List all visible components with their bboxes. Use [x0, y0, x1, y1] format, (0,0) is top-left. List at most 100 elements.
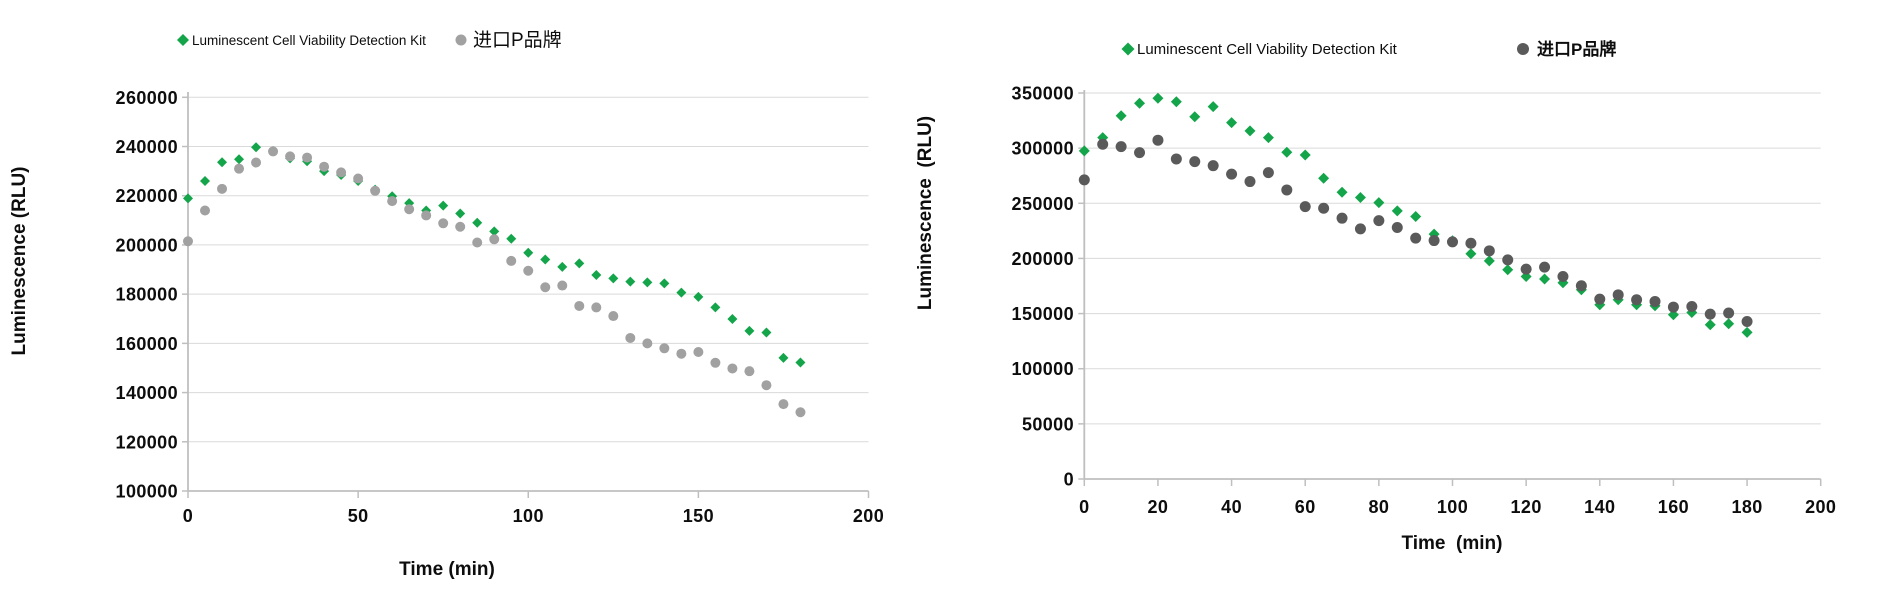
data-point	[557, 280, 568, 291]
data-point	[1318, 202, 1330, 214]
y-tick-label: 50000	[1022, 414, 1074, 434]
data-point	[455, 221, 466, 232]
data-point	[540, 282, 551, 293]
data-point	[761, 327, 772, 338]
data-point	[1741, 326, 1753, 338]
data-point	[1520, 263, 1532, 275]
data-point	[1354, 192, 1366, 204]
data-point	[1244, 176, 1256, 188]
data-point	[608, 311, 619, 322]
data-point	[455, 208, 466, 219]
data-point	[1391, 222, 1403, 234]
data-point	[1539, 273, 1551, 285]
data-point	[523, 247, 534, 258]
data-point	[540, 254, 551, 265]
data-point	[1299, 149, 1311, 161]
data-point	[1723, 318, 1735, 330]
data-point	[659, 343, 670, 354]
data-point	[1336, 212, 1348, 224]
data-point	[1502, 264, 1514, 276]
legend: Luminescent Cell Viability Detection Kit…	[1121, 39, 1616, 59]
data-point	[1078, 174, 1090, 186]
data-point	[1152, 134, 1164, 146]
data-point	[234, 163, 245, 174]
legend-label: Luminescent Cell Viability Detection Kit	[1137, 41, 1398, 58]
data-point	[1189, 156, 1201, 168]
data-point	[1281, 146, 1293, 158]
y-tick-label: 120000	[116, 432, 178, 452]
y-tick-label: 160000	[116, 334, 178, 354]
data-point	[302, 152, 313, 163]
data-point	[217, 157, 228, 168]
data-point	[710, 357, 721, 368]
y-tick-label: 300000	[1012, 139, 1074, 159]
legend-diamond-marker	[177, 34, 189, 46]
data-point	[1483, 255, 1495, 267]
x-tick-label: 0	[183, 506, 193, 526]
series-kit	[183, 142, 806, 368]
data-point	[744, 325, 755, 336]
data-point	[1318, 172, 1330, 184]
data-point	[1612, 289, 1624, 301]
data-points	[1078, 92, 1753, 338]
data-point	[370, 185, 381, 196]
data-point	[1704, 319, 1716, 331]
data-point	[1631, 294, 1643, 306]
data-point	[251, 142, 262, 153]
data-point	[183, 193, 193, 204]
data-point	[1226, 168, 1238, 180]
data-point	[438, 200, 449, 211]
data-point	[676, 287, 687, 298]
data-point	[659, 278, 670, 289]
data-point	[1354, 223, 1366, 235]
x-tick-label: 160	[1658, 497, 1689, 517]
data-point	[1723, 307, 1735, 319]
data-point	[1465, 237, 1477, 249]
data-point	[438, 218, 449, 229]
data-point	[1704, 308, 1716, 320]
y-tick-label: 150000	[1012, 304, 1074, 324]
data-point	[319, 161, 330, 172]
data-point	[1115, 110, 1127, 122]
data-point	[693, 291, 704, 302]
data-point	[1336, 186, 1348, 198]
data-point	[1373, 197, 1385, 209]
data-point	[642, 277, 653, 288]
data-point	[727, 363, 738, 374]
series-pbrand	[1078, 134, 1753, 328]
axes	[182, 92, 870, 498]
data-point	[1667, 301, 1679, 313]
legend-label: 进口P品牌	[473, 29, 562, 51]
data-point	[1078, 145, 1090, 157]
data-point	[710, 302, 721, 313]
data-point	[472, 217, 483, 228]
data-point	[608, 273, 619, 284]
y-tick-label: 100000	[1012, 359, 1074, 379]
data-point	[1226, 117, 1238, 129]
legend: Luminescent Cell Viability Detection Kit…	[177, 29, 562, 51]
gridlines	[1084, 92, 1821, 425]
legend-item: 进口P品牌	[455, 29, 562, 51]
data-point	[676, 348, 687, 359]
data-point	[1244, 125, 1256, 137]
data-point	[234, 154, 245, 165]
data-point	[1152, 92, 1164, 104]
data-point	[1483, 245, 1495, 257]
legend-label: 进口P品牌	[1537, 39, 1616, 59]
data-point	[506, 255, 517, 266]
data-point	[1686, 301, 1698, 313]
x-tick-label: 120	[1511, 497, 1542, 517]
y-tick-label: 100000	[116, 482, 178, 502]
data-point	[200, 205, 211, 216]
legend-diamond-marker	[1121, 42, 1135, 56]
legend-circle-marker	[455, 34, 467, 46]
legend-label: Luminescent Cell Viability Detection Kit	[192, 33, 426, 48]
data-point	[506, 233, 517, 244]
data-point	[1134, 97, 1146, 109]
data-point	[1391, 205, 1403, 217]
x-tick-label: 150	[683, 506, 714, 526]
data-point	[1097, 138, 1109, 150]
data-point	[1134, 147, 1146, 159]
